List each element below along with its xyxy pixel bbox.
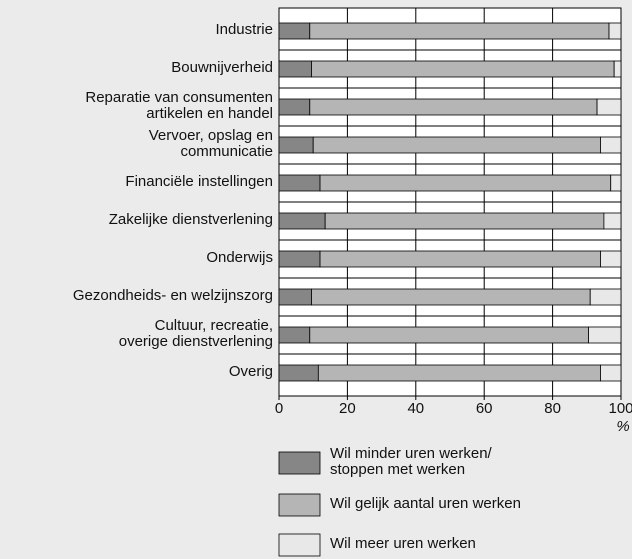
bar-segment: [278, 212, 326, 230]
bar-segment: [309, 22, 610, 40]
bar-segment: [600, 364, 622, 382]
bar-segment: [610, 174, 622, 192]
bar-segment: [319, 250, 601, 268]
y-tick-label: Vervoer, opslag en communicatie: [149, 127, 273, 160]
bar-segment: [589, 288, 622, 306]
bar-segment: [309, 98, 598, 116]
x-tick-label: 0: [275, 400, 283, 417]
y-tick-label: Overig: [229, 363, 273, 380]
bar-segment: [600, 136, 622, 154]
bar-segment: [278, 288, 312, 306]
legend-swatch: [278, 451, 321, 475]
y-tick-label: Industrie: [215, 21, 273, 38]
bar-segment: [588, 326, 622, 344]
bar-segment: [596, 98, 622, 116]
x-tick-label: 60: [476, 400, 493, 417]
bar-segment: [613, 60, 622, 78]
bar-segment: [319, 174, 612, 192]
bar-segment: [603, 212, 622, 230]
bar-segment: [278, 326, 311, 344]
bar-segment: [309, 326, 589, 344]
bar-segment: [312, 136, 601, 154]
bar-segment: [311, 60, 615, 78]
y-tick-label: Bouwnijverheid: [171, 59, 273, 76]
legend-label: Wil minder uren werken/stoppen met werke…: [330, 445, 493, 478]
x-axis-label: %: [616, 418, 629, 435]
bar-segment: [608, 22, 622, 40]
bar-segment: [317, 364, 601, 382]
bar-segment: [278, 22, 311, 40]
bar-segment: [324, 212, 605, 230]
y-tick-label: Reparatie van consumenten artikelen en ha…: [85, 89, 273, 122]
bar-segment: [311, 288, 591, 306]
bar-segment: [278, 364, 319, 382]
y-tick-label: Onderwijs: [206, 249, 273, 266]
bar-segment: [600, 250, 622, 268]
x-tick-label: 20: [339, 400, 356, 417]
y-tick-label: Zakelijke dienstverlening: [109, 211, 273, 228]
x-tick-label: 80: [544, 400, 561, 417]
legend-label: Wil meer uren werken: [330, 535, 476, 552]
legend-swatch: [278, 493, 321, 517]
x-tick-label: 40: [407, 400, 424, 417]
y-tick-label: Cultuur, recreatie, overige dienstverleni…: [119, 317, 273, 350]
bar-segment: [278, 60, 312, 78]
y-tick-label: Gezondheids- en welzijnszorg: [73, 287, 273, 304]
x-tick-label: 100: [608, 400, 632, 417]
bar-segment: [278, 174, 321, 192]
y-tick-label: Financiële instellingen: [125, 173, 273, 190]
legend-label: Wil gelijk aantal uren werken: [330, 495, 521, 512]
bar-segment: [278, 136, 314, 154]
bar-segment: [278, 250, 321, 268]
bar-segment: [278, 98, 311, 116]
legend-swatch: [278, 533, 321, 557]
